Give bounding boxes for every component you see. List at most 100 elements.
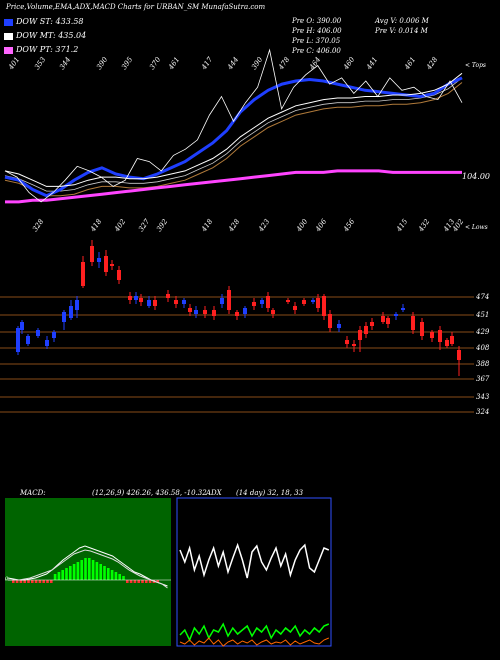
macd-histogram-bar xyxy=(110,570,114,580)
legend-swatch xyxy=(4,46,13,54)
macd-histogram-bar xyxy=(141,580,144,583)
macd-histogram-bar xyxy=(114,572,118,580)
candle-body xyxy=(75,300,79,310)
lows-label: 402 xyxy=(113,217,128,234)
level-label: 324 xyxy=(476,408,489,416)
candle-body xyxy=(358,330,362,340)
candle-body xyxy=(117,270,121,280)
candle-body xyxy=(293,306,297,310)
level-label: 388 xyxy=(476,360,490,368)
adx-values: (14 day) 32, 18, 33 xyxy=(236,489,304,497)
level-label: 474 xyxy=(475,293,489,301)
lows-label: 406 xyxy=(314,217,329,234)
macd-histogram-bar xyxy=(31,580,34,583)
macd-histogram-bar xyxy=(50,580,53,583)
candle-body xyxy=(252,302,256,306)
tops-label: 461 xyxy=(403,56,418,72)
macd-histogram-bar xyxy=(69,566,72,580)
macd-histogram-bar xyxy=(107,568,110,580)
minus-di-line xyxy=(179,637,329,647)
macd-histogram-bar xyxy=(103,566,106,580)
tops-label: 417 xyxy=(200,55,215,72)
candle-body xyxy=(62,312,66,322)
candle-body xyxy=(235,312,239,316)
candle-body xyxy=(401,308,405,310)
legend-dow-pt: DOW PT: 371.2 xyxy=(4,45,78,54)
macd-histogram-bar xyxy=(137,580,140,583)
macd-histogram-bar xyxy=(42,580,45,583)
lows-label: 400 xyxy=(295,217,310,234)
macd-histogram-bar xyxy=(99,564,102,580)
candle-body xyxy=(182,300,186,304)
candle-body xyxy=(45,340,49,346)
candle-body xyxy=(386,318,390,324)
stat-volume: Pre V: 0.014 M xyxy=(375,27,428,35)
plus-di-line xyxy=(179,622,330,642)
macd-histogram-bar xyxy=(27,580,30,583)
macd-histogram-bar xyxy=(145,580,148,583)
macd-histogram-bar xyxy=(34,580,38,583)
tops-label: 353 xyxy=(33,55,48,71)
lows-label: 428 xyxy=(227,217,242,234)
candle-body xyxy=(69,306,73,318)
legend-dow-st: DOW ST: 433.58 xyxy=(4,17,84,26)
macd-zero-label: 0 xyxy=(5,576,9,582)
macd-histogram-bar xyxy=(76,562,80,580)
candle-body xyxy=(153,300,157,306)
candle-body xyxy=(370,322,374,326)
candle-body xyxy=(345,340,349,344)
ema-value-label: 104.00 xyxy=(462,172,490,181)
lows-label: 418 xyxy=(200,217,215,234)
candle-body xyxy=(90,246,94,262)
macd-histogram-bar xyxy=(46,580,49,583)
macd-histogram-bar xyxy=(12,580,15,583)
tops-label: 401 xyxy=(7,56,22,72)
candle-body xyxy=(457,350,461,360)
candle-body xyxy=(271,310,275,314)
legend-dow-mt: DOW MT: 435.04 xyxy=(4,31,86,40)
tops-label: 441 xyxy=(365,56,380,72)
candle-body xyxy=(337,324,341,328)
candle-body xyxy=(52,332,56,338)
lows-label: 328 xyxy=(31,217,46,233)
candle-body xyxy=(266,296,270,308)
macd-histogram-bar xyxy=(72,564,76,580)
lows-label: 432 xyxy=(417,217,432,234)
lows-corner-label: < Lows xyxy=(465,224,488,231)
lows-label: 423 xyxy=(257,217,272,234)
macd-histogram-bar xyxy=(129,580,133,583)
level-label: 408 xyxy=(475,344,490,352)
candle-body xyxy=(286,300,290,302)
candle-body xyxy=(110,264,114,266)
candle-body xyxy=(445,340,449,346)
lows-label: 456 xyxy=(342,217,357,234)
candle-body xyxy=(128,296,132,300)
page-title: Price,Volume,EMA,ADX,MACD Charts for URB… xyxy=(6,3,266,11)
tops-label: 460 xyxy=(342,55,357,72)
candle-body xyxy=(203,310,207,314)
macd-signal-line xyxy=(8,549,168,589)
stat-avg-volume: Avg V: 0.006 M xyxy=(375,17,429,25)
macd-line xyxy=(7,545,168,587)
macd-histogram-bar xyxy=(65,568,68,580)
candle-body xyxy=(227,290,231,310)
candle-body xyxy=(260,300,264,304)
macd-histogram-bar xyxy=(95,562,99,580)
legend-swatch xyxy=(4,32,13,40)
candle-body xyxy=(381,316,385,322)
adx-line xyxy=(179,542,330,579)
level-label: 429 xyxy=(475,328,490,336)
candle-body xyxy=(194,310,198,314)
ema-band-line xyxy=(4,82,463,197)
candle-body xyxy=(81,262,85,286)
candle-body xyxy=(147,300,151,306)
level-label: 367 xyxy=(476,375,490,383)
level-label: 451 xyxy=(475,311,489,319)
macd-histogram-bar xyxy=(133,580,137,583)
tops-label: 390 xyxy=(95,55,110,71)
ema-series-line xyxy=(5,169,462,204)
candle-body xyxy=(352,344,356,346)
candle-body xyxy=(411,316,415,330)
